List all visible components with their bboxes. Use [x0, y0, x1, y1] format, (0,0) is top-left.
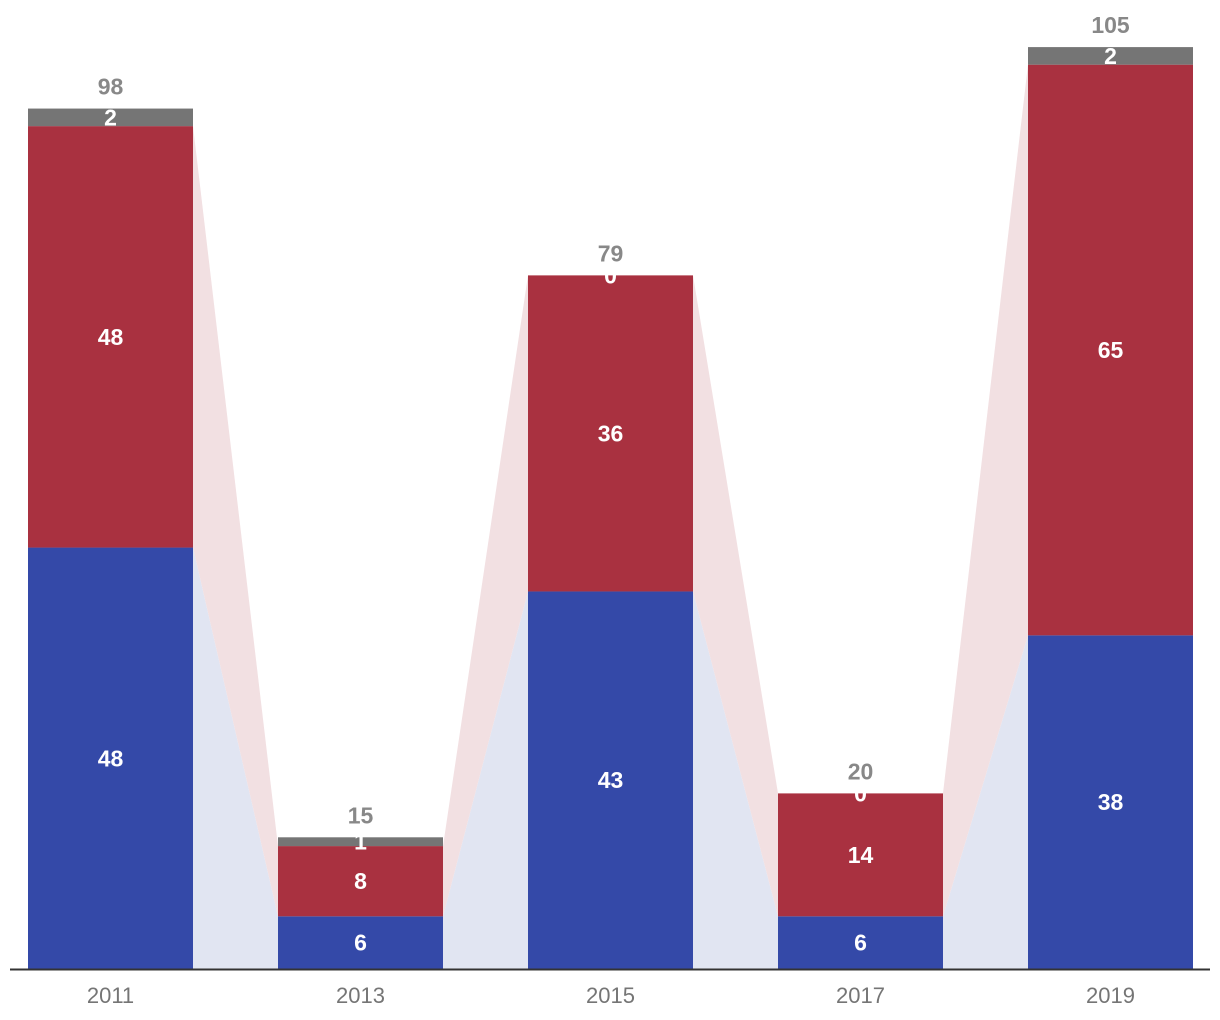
bar-segment-2019-series-2 — [1028, 64, 1193, 636]
connector-band-2013-2015-series-2 — [443, 275, 528, 917]
x-tick-label-2013: 2013 — [336, 983, 385, 1008]
bar-segment-2011-series-3 — [28, 108, 193, 127]
bar-segment-2015-series-2 — [528, 275, 693, 592]
segment-value-label-2017-series-2: 14 — [848, 842, 874, 868]
segment-value-label-2015-series-2: 36 — [598, 420, 624, 446]
connector-band-2013-2015-series-1 — [443, 591, 528, 969]
bar-segment-2011-series-1 — [28, 547, 193, 969]
connector-band-2015-2017-series-1 — [693, 591, 778, 969]
bar-segment-2013-series-2 — [278, 846, 443, 917]
x-tick-label-2017: 2017 — [836, 983, 885, 1008]
connector-band-2017-2019-series-1 — [943, 635, 1028, 969]
segment-value-label-2019-series-1: 38 — [1098, 789, 1124, 815]
bar-segment-2011-series-2 — [28, 126, 193, 548]
segment-value-label-2013-series-3: 1 — [354, 829, 367, 855]
bar-segment-2015-series-1 — [528, 591, 693, 969]
connector-band-2015-2017-series-2 — [693, 275, 778, 917]
segment-value-label-2019-series-3: 2 — [1104, 43, 1117, 69]
bar-segment-2017-series-1 — [778, 916, 943, 969]
bar-stacks — [28, 47, 1193, 969]
bar-segment-2017-series-2 — [778, 793, 943, 917]
segment-value-label-2011-series-2: 48 — [98, 324, 124, 350]
connector-bands — [193, 64, 1028, 969]
segment-value-label-2011-series-1: 48 — [98, 745, 124, 771]
bar-segment-2013-series-1 — [278, 916, 443, 969]
total-value-label-2013: 15 — [348, 802, 374, 828]
segment-value-label-2019-series-2: 65 — [1098, 337, 1124, 363]
connector-band-2011-2013-series-1 — [193, 547, 278, 969]
connector-band-2011-2013-series-2 — [193, 126, 278, 917]
segment-value-label-2015-series-1: 43 — [598, 767, 624, 793]
bar-segment-2019-series-1 — [1028, 635, 1193, 969]
x-tick-label-2019: 2019 — [1086, 983, 1135, 1008]
bar-segment-2019-series-3 — [1028, 47, 1193, 65]
x-axis-tick-labels: 2011 2013 2015 2017 2019 — [87, 983, 1135, 1008]
total-value-label-2019: 105 — [1091, 12, 1130, 38]
connector-band-2017-2019-series-2 — [943, 64, 1028, 917]
segment-value-label-2017-series-1: 6 — [854, 930, 867, 956]
segment-value-label-2013-series-1: 6 — [354, 930, 367, 956]
total-value-label-2015: 79 — [598, 240, 624, 266]
segment-labels: 48 48 2 6 8 1 43 36 0 6 14 0 38 65 2 — [98, 43, 1124, 956]
total-value-label-2011: 98 — [98, 74, 124, 100]
segment-value-label-2011-series-3: 2 — [104, 104, 117, 130]
segment-value-label-2013-series-2: 8 — [354, 868, 367, 894]
segment-value-label-2015-series-3: 0 — [604, 262, 617, 288]
x-tick-label-2011: 2011 — [87, 983, 134, 1008]
x-tick-label-2015: 2015 — [586, 983, 635, 1008]
bar-segment-2013-series-3 — [278, 837, 443, 847]
segment-value-label-2017-series-3: 0 — [854, 780, 867, 806]
total-value-label-2017: 20 — [848, 758, 874, 784]
